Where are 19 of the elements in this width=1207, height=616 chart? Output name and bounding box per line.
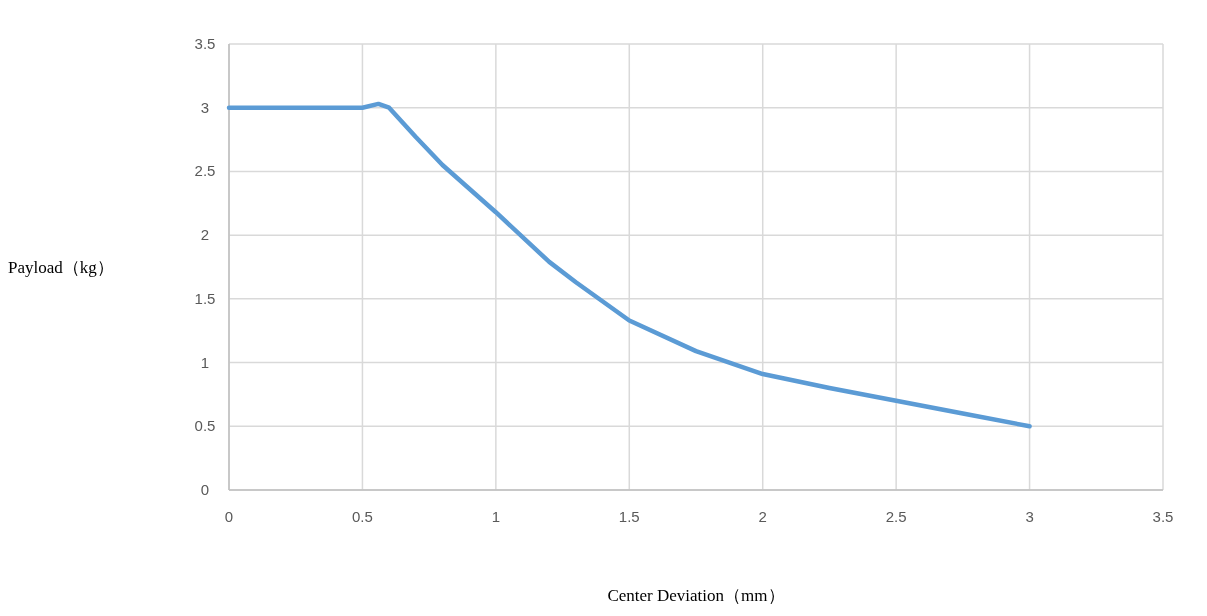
x-tick-label: 3 xyxy=(1025,508,1034,525)
x-tick-label: 3.5 xyxy=(1152,508,1174,525)
y-tick-label: 0.5 xyxy=(194,417,216,435)
x-tick-label: 1 xyxy=(491,508,501,525)
x-tick-label: 0.5 xyxy=(352,508,373,525)
x-axis-title: Center Deviation（mm） xyxy=(607,586,785,605)
y-tick-label: 2 xyxy=(200,226,210,244)
y-tick-label: 1.5 xyxy=(194,289,216,307)
x-tick-label: 2 xyxy=(758,508,767,525)
x-tick-label: 0 xyxy=(224,508,234,525)
y-tick-label: 3.5 xyxy=(194,35,216,52)
y-tick-label: 1 xyxy=(200,353,210,371)
y-axis-title: Payload（kg） xyxy=(8,258,114,277)
line-series xyxy=(226,101,1032,429)
y-tick-label: 3 xyxy=(200,98,210,116)
y-tick-label: 0 xyxy=(200,481,210,498)
x-tick-label: 1.5 xyxy=(618,508,640,525)
y-tick-label: 2.5 xyxy=(194,162,216,180)
x-tick-label: 2.5 xyxy=(885,508,907,525)
